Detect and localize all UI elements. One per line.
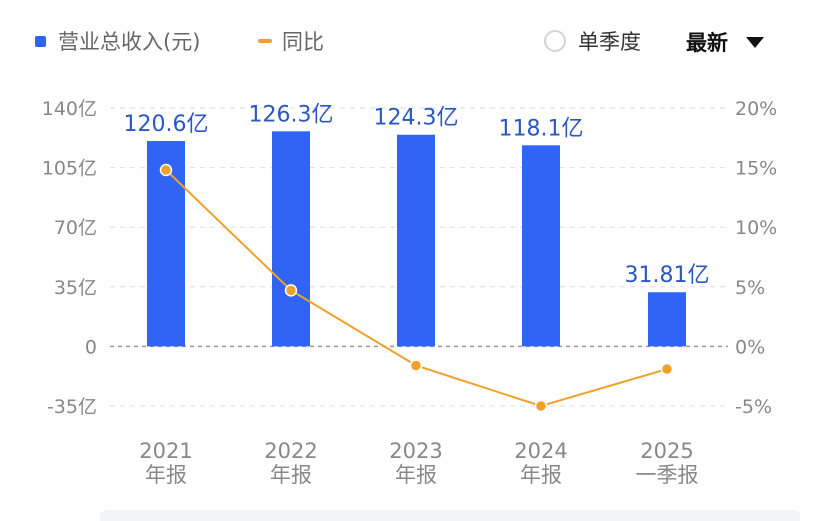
yoy-point	[534, 399, 548, 413]
bar-value-label: 120.6亿	[124, 112, 209, 137]
category-label: 年报	[270, 463, 312, 487]
revenue-swatch-icon	[35, 35, 46, 47]
category-label: 2025	[640, 439, 693, 463]
right-tick-label: 20%	[735, 98, 777, 120]
yoy-swatch-icon	[258, 39, 272, 43]
category-label: 2021	[139, 439, 192, 463]
bar-value-label: 124.3亿	[374, 106, 459, 131]
right-tick-label: 15%	[735, 158, 777, 180]
sort-dropdown-label: 最新	[686, 31, 728, 55]
right-tick-label: 0%	[735, 336, 765, 358]
left-tick-label: 70亿	[54, 217, 97, 239]
line-layer	[159, 163, 674, 413]
legend-revenue[interactable]: 营业总收入(元)	[35, 26, 200, 56]
bottom-panel-edge	[100, 510, 800, 521]
revenue-bar	[272, 131, 310, 347]
legend-bar: 营业总收入(元) 同比 单季度 最新	[0, 0, 817, 84]
legend-yoy[interactable]: 同比	[258, 26, 324, 56]
legend-revenue-label: 营业总收入(元)	[58, 30, 201, 54]
category-label: 2022	[264, 439, 317, 463]
yoy-point	[159, 163, 173, 177]
left-tick-label: -35亿	[47, 396, 97, 418]
revenue-bar	[648, 292, 686, 347]
radio-circle-icon[interactable]	[544, 30, 566, 52]
label-layer: 140亿 105亿 70亿 35亿 0 -35亿 20% 15% 10% 5% 0% -5% 120.6…	[42, 98, 778, 487]
yoy-point	[284, 284, 298, 297]
legend-yoy-label: 同比	[282, 30, 324, 54]
yoy-point	[660, 362, 674, 376]
right-tick-label: 10%	[735, 217, 777, 239]
yoy-point	[409, 359, 423, 372]
bar-value-label: 118.1亿	[499, 116, 584, 141]
caret-down-icon[interactable]	[746, 36, 764, 48]
bar-layer	[147, 131, 686, 347]
revenue-bar	[397, 134, 435, 347]
left-tick-label: 140亿	[42, 98, 97, 120]
category-label: 2024	[514, 439, 567, 463]
category-label: 年报	[520, 463, 562, 487]
right-tick-label: -5%	[735, 396, 772, 418]
quarter-toggle-label: 单季度	[578, 30, 641, 54]
category-label: 2023	[389, 439, 442, 463]
grid-layer	[110, 107, 728, 407]
category-label: 年报	[145, 463, 187, 487]
left-tick-label: 0	[85, 336, 97, 358]
left-tick-label: 105亿	[42, 158, 97, 180]
left-tick-label: 35亿	[54, 277, 97, 299]
bar-value-label: 31.81亿	[625, 263, 710, 288]
quarter-toggle[interactable]: 单季度	[544, 26, 641, 56]
revenue-bar	[522, 145, 560, 347]
bar-value-label: 126.3亿	[249, 102, 334, 127]
right-tick-label: 5%	[735, 277, 765, 299]
category-label: 一季报	[636, 463, 699, 487]
category-label: 年报	[395, 463, 437, 487]
sort-dropdown[interactable]: 最新	[686, 27, 764, 57]
